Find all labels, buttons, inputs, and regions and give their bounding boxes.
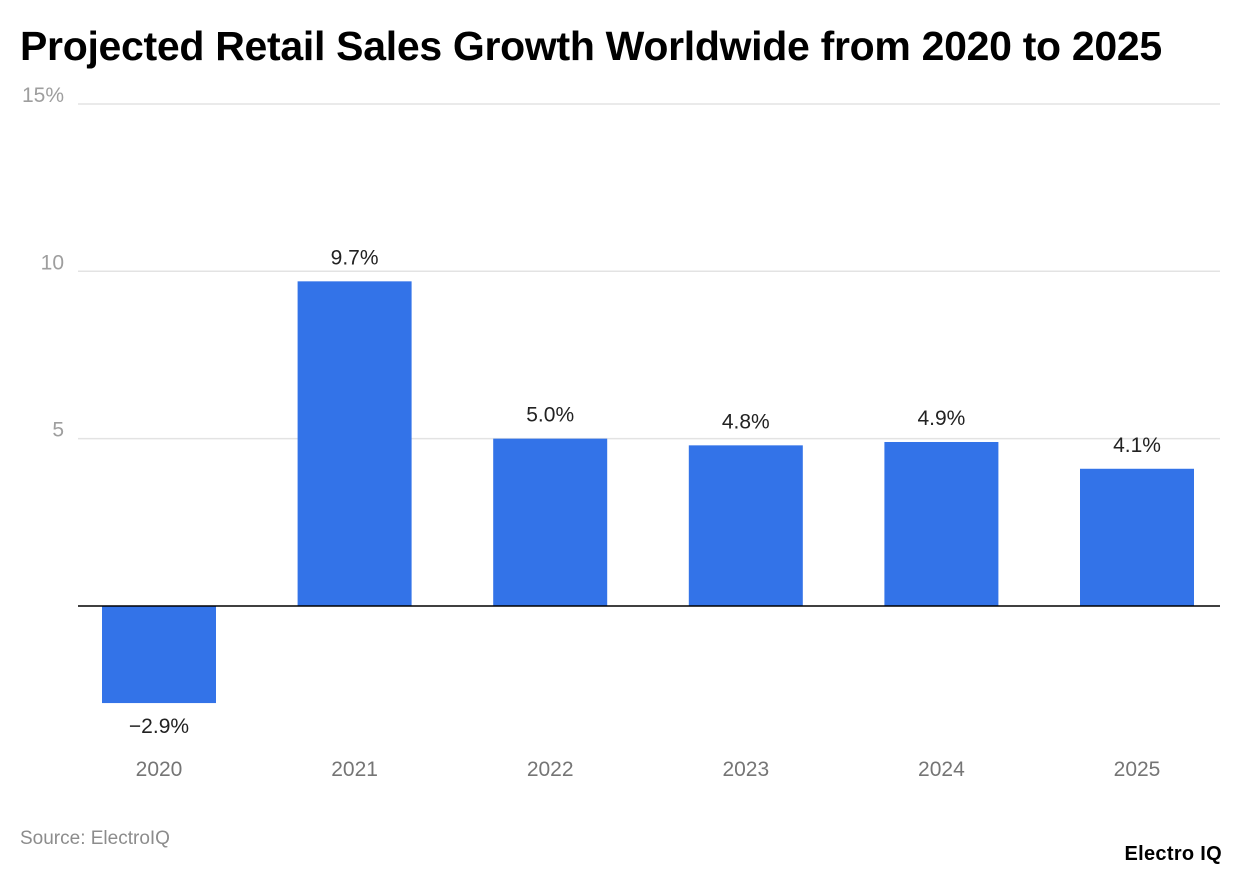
bar-2020 <box>102 606 216 704</box>
source-note: Source: ElectroIQ <box>20 828 170 849</box>
value-label-2024: 4.9% <box>917 407 965 430</box>
bar-2021 <box>297 281 412 606</box>
bars <box>102 281 1194 704</box>
value-label-2020: −2.9% <box>129 715 189 738</box>
value-label-2023: 4.8% <box>722 410 770 433</box>
y-tick-label: 15% <box>22 84 64 107</box>
value-label-2025: 4.1% <box>1113 434 1161 457</box>
bar-2023 <box>688 445 803 606</box>
gridlines <box>78 103 1220 440</box>
x-tick-label-2024: 2024 <box>918 758 965 781</box>
x-axis-labels: 2020 2021 2022 2023 2024 2025 <box>136 758 1161 781</box>
x-tick-label-2021: 2021 <box>331 758 378 781</box>
bar-2025 <box>1080 468 1194 606</box>
value-labels: −2.9% 9.7% 5.0% 4.8% 4.9% 4.1% <box>129 246 1161 738</box>
value-label-2021: 9.7% <box>331 246 379 269</box>
chart-title: Projected Retail Sales Growth Worldwide … <box>20 23 1162 69</box>
value-label-2022: 5.0% <box>526 404 574 427</box>
y-axis-ticks: 5 10 15% <box>22 84 64 442</box>
x-tick-label-2025: 2025 <box>1114 758 1161 781</box>
bar-2024 <box>884 441 999 606</box>
y-tick-label: 5 <box>52 419 64 442</box>
bar-2022 <box>493 438 608 606</box>
x-tick-label-2020: 2020 <box>136 758 183 781</box>
x-tick-label-2022: 2022 <box>527 758 574 781</box>
y-tick-label: 10 <box>41 251 64 274</box>
x-tick-label-2023: 2023 <box>722 758 769 781</box>
brand-logo: Electro IQ <box>1124 843 1222 865</box>
